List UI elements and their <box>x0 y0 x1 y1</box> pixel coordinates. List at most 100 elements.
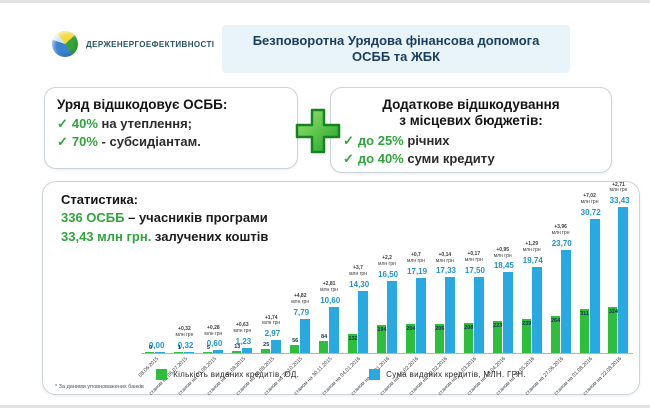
count-value-label: 84 <box>321 334 328 341</box>
delta-annotation: +7,02 млн грн <box>581 194 599 206</box>
count-bar <box>405 324 415 353</box>
sum-bar <box>415 277 426 353</box>
sum-value-label: 23,70 <box>551 238 572 248</box>
count-value-label: 264 <box>551 317 561 324</box>
count-bar <box>348 334 358 353</box>
bar-pair <box>492 272 513 353</box>
delta-unit: млн грн <box>522 247 541 254</box>
delta-annotation: +3,96 млн грн <box>552 224 570 237</box>
check-icon: ✓ <box>57 116 68 131</box>
bar-pair <box>579 218 600 353</box>
sum-bar <box>386 280 397 353</box>
bar-pair <box>434 277 455 353</box>
sum-value-label: 33,43 <box>609 196 630 205</box>
count-value-label: 5 <box>206 344 210 351</box>
count-value-label: 206 <box>435 325 445 332</box>
sum-bar <box>300 318 311 353</box>
sum-bar <box>618 207 629 353</box>
delta-value: +0,32 <box>178 326 191 333</box>
count-value-label: 324 <box>608 309 619 315</box>
gov-benefit-2: ✓ 70% - субсидіантам. <box>57 133 285 151</box>
delta-annotation: +1,74 млн грн <box>262 315 280 328</box>
delta-unit: млн грн <box>406 258 425 265</box>
sum-value-label: 0,60 <box>206 339 223 349</box>
count-value-label: 56 <box>292 338 299 345</box>
count-value-label: 204 <box>406 326 416 333</box>
bar-pair <box>203 350 224 353</box>
sum-value-label: 0,00 <box>148 341 165 350</box>
count-value-label: 1 <box>177 344 181 351</box>
sum-value-label: 0,32 <box>177 340 194 350</box>
legend-label-count: Кількість виданих кредитів, ОД. <box>173 370 300 379</box>
funds-amount: 33,43 млн грн. <box>61 228 152 244</box>
delta-unit: млн грн <box>609 187 628 194</box>
delta-unit: млн грн <box>233 327 252 334</box>
statistics-title: Статистика: <box>61 192 138 207</box>
local-benefit-1-value: до 25% <box>357 133 404 149</box>
bar-group: 18,45 +0,95 млн грн 223 станом на 18.04.2016 <box>466 182 517 397</box>
bar-pair <box>405 277 426 353</box>
delta-unit: млн грн <box>175 331 194 338</box>
count-bar <box>261 349 271 353</box>
delta-unit: млн грн <box>435 257 454 264</box>
delta-annotation: +0,17 млн грн <box>465 251 483 264</box>
bar-group: 16,50 +2,2 млн грн 194 станом на 18.01.2016 <box>350 182 402 397</box>
delta-annotation: +0,95 млн грн <box>494 247 512 260</box>
gov-compensation-card: Уряд відшкодовує ОСББ: ✓ 40% на утеплення… <box>44 87 298 169</box>
delta-value: +0,14 <box>438 251 452 258</box>
sum-value-label: 14,30 <box>349 279 370 289</box>
delta-annotation: +1,29 млн грн <box>523 242 541 254</box>
bar-pair <box>319 306 340 353</box>
gov-benefit-1-text: на утеплення; <box>97 116 193 131</box>
sum-value-label: 17,50 <box>464 265 485 275</box>
sum-bar <box>155 352 166 353</box>
sum-value-label: 17,33 <box>435 266 457 276</box>
count-value-label: 311 <box>580 310 589 317</box>
legend-swatch-blue <box>369 369 381 380</box>
delta-value: +0,63 <box>235 322 249 329</box>
bar-group: 17,50 +0,17 млн грн 208 станом на 21.03.2016 <box>437 182 488 396</box>
bar-pair <box>608 207 629 353</box>
bar-group: 17,33 +0,14 млн грн 206 станом на 29.02.2016 <box>408 182 459 397</box>
delta-value: +2,81 <box>322 281 336 288</box>
local-budget-card: Додаткове відшкодування з місцевих бюдже… <box>330 87 612 173</box>
delta-value: +4,82 <box>293 293 307 300</box>
sum-bar <box>213 350 224 353</box>
bar-group: 19,74 +1,29 млн грн 239 станом на 30.05.2016 <box>495 182 546 397</box>
bar-group: 0,32 +0,32 млн грн 1 станом на 06.07.2015 <box>148 182 199 397</box>
gov-card-title: Уряд відшкодовує ОСББ: <box>57 97 228 112</box>
delta-value: +3,96 <box>554 224 567 230</box>
statistics-line-funds: 33,43 млн грн. залучених коштів <box>61 228 268 247</box>
count-value-label: 25 <box>263 342 270 349</box>
sum-bar <box>531 266 542 353</box>
delta-annotation: +2,71 млн грн <box>609 182 628 195</box>
bar-group: 14,30 +3,7 млн грн 132 станом на 04.01.2016 <box>321 182 373 397</box>
bar-pair <box>376 280 397 353</box>
delta-value: +0,28 <box>207 324 220 331</box>
local-benefit-1-text: річних <box>403 133 450 149</box>
delta-unit: млн грн <box>580 199 599 206</box>
count-value-label: 208 <box>464 325 474 332</box>
sum-bar <box>502 272 513 353</box>
delta-annotation: +4,82 млн грн <box>291 294 309 306</box>
delta-unit: млн грн <box>291 299 310 306</box>
bar-group: 10,60 +2,81 млн грн 84 станом на 30.11.2015 <box>293 182 344 396</box>
local-benefit-1: ✓ до 25% річних <box>343 132 599 150</box>
count-bar <box>579 308 589 353</box>
bar-group: 7,79 +4,82 млн грн 56 станом на 26.10.2015 <box>264 182 315 397</box>
delta-annotation: +0,14 млн грн <box>435 251 454 265</box>
sum-value-label: 2,97 <box>264 329 281 339</box>
gov-benefit-1-value: 40% <box>71 116 98 131</box>
bar-pair <box>145 351 166 353</box>
page-title-line1: Безповоротна Урядова фінансова допомога <box>252 32 540 48</box>
bar-pair <box>261 340 282 353</box>
agency-logo-icon <box>52 31 78 57</box>
local-benefit-2: ✓ до 40% суми кредиту <box>343 150 599 168</box>
sum-value-label: 18,45 <box>493 261 514 271</box>
delta-annotation: +0,63 млн грн <box>233 322 252 335</box>
sum-bar <box>589 218 600 353</box>
participants-text: – учасників програми <box>124 210 268 225</box>
delta-annotation: +2,81 млн грн <box>320 281 338 294</box>
delta-annotation: +3,7 млн грн <box>349 265 367 278</box>
